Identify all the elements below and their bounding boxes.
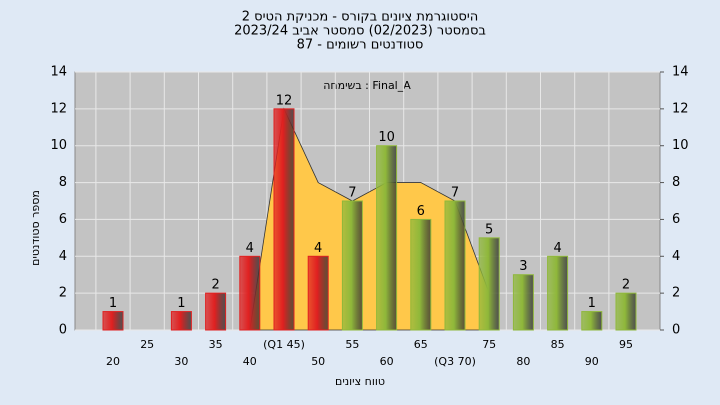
x-tick-label: 90 xyxy=(585,355,599,368)
value-label: 3 xyxy=(519,259,527,274)
y2-tick-label: 10 xyxy=(672,138,689,153)
x-tick-label: 55 xyxy=(345,338,359,351)
y2-tick-label: 2 xyxy=(672,286,680,301)
bar xyxy=(410,218,432,331)
x-tick-label: 65 xyxy=(414,338,428,351)
x-axis-label: טווח ציונים xyxy=(335,375,385,388)
y-tick-label: 4 xyxy=(59,249,67,264)
bar xyxy=(615,292,637,331)
x-tick-label: 80 xyxy=(516,355,530,368)
x-tick-label: 60 xyxy=(380,355,394,368)
y-tick-label: 10 xyxy=(50,138,67,153)
bar xyxy=(170,311,192,331)
x-tick-label: 75 xyxy=(482,338,496,351)
value-label: 10 xyxy=(378,130,395,145)
x-tick-label: 25 xyxy=(140,338,154,351)
value-label: 7 xyxy=(451,186,459,201)
value-label: 2 xyxy=(622,278,630,293)
y2-tick-label: 6 xyxy=(672,212,680,227)
value-label: 4 xyxy=(246,241,254,256)
x-tick-label: 50 xyxy=(311,355,325,368)
x-tick-label: 85 xyxy=(551,338,565,351)
title-line: סטודנטים רשומים - 87 xyxy=(297,38,424,53)
value-label: 1 xyxy=(109,296,117,311)
y2-tick-label: 8 xyxy=(672,175,680,190)
bar xyxy=(307,255,329,331)
value-label: 4 xyxy=(553,241,561,256)
annotation: בשימחה : Final_A xyxy=(323,79,411,92)
y2-tick-label: 0 xyxy=(672,323,680,338)
bar xyxy=(341,200,363,331)
title-line: בסמסטר (02/2023) סמסטר אביב 2023/24 xyxy=(234,24,486,39)
x-tick-label: 40 xyxy=(243,355,257,368)
bar xyxy=(512,274,534,331)
y2-tick-label: 14 xyxy=(672,65,689,80)
x-tick-label: 30 xyxy=(174,355,188,368)
title-line: היסטוגרמת ציונים בקורס - מכניקת הטיס 2 xyxy=(242,10,478,25)
bar xyxy=(273,108,295,331)
bar xyxy=(547,255,569,331)
value-label: 5 xyxy=(485,222,493,237)
x-tick-label: 20 xyxy=(106,355,120,368)
y-tick-label: 14 xyxy=(50,65,67,80)
y2-tick-label: 4 xyxy=(672,249,680,264)
x-tick-label: 95 xyxy=(619,338,633,351)
x-tick-label: (Q1 45) xyxy=(263,338,305,351)
x-tick-label: (Q3 70) xyxy=(434,355,476,368)
y-axis-label: מספר סטודנטים xyxy=(29,190,42,266)
y-tick-label: 0 xyxy=(59,323,67,338)
value-label: 2 xyxy=(211,278,219,293)
bar xyxy=(444,200,466,331)
bar xyxy=(239,255,261,331)
bar xyxy=(376,145,398,331)
value-label: 12 xyxy=(276,93,293,108)
value-label: 1 xyxy=(588,296,596,311)
value-label: 4 xyxy=(314,241,322,256)
value-label: 1 xyxy=(177,296,185,311)
bar xyxy=(581,311,603,331)
bar xyxy=(102,311,124,331)
value-label: 7 xyxy=(348,186,356,201)
value-label: 6 xyxy=(417,204,425,219)
y2-tick-label: 12 xyxy=(672,101,689,116)
y-tick-label: 12 xyxy=(50,101,67,116)
x-tick-label: 35 xyxy=(209,338,223,351)
bar xyxy=(205,292,227,331)
y-tick-label: 8 xyxy=(59,175,67,190)
bar xyxy=(478,237,500,331)
y-tick-label: 6 xyxy=(59,212,67,227)
y-tick-label: 2 xyxy=(59,286,67,301)
